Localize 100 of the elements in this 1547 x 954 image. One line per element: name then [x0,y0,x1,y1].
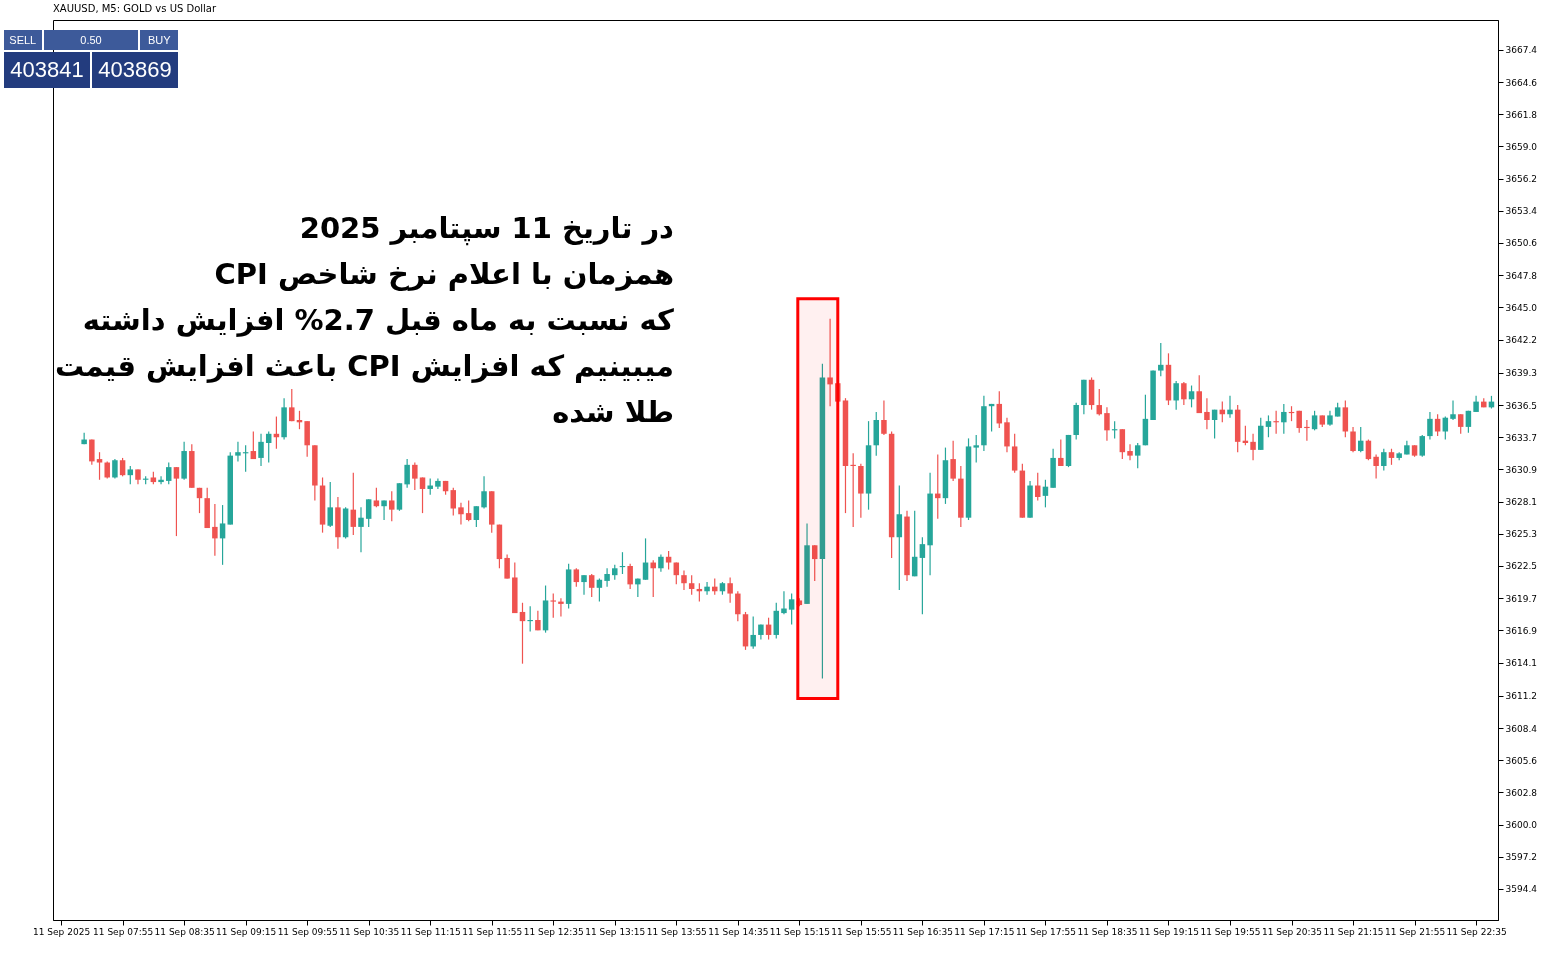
candlestick [558,597,564,618]
y-tick-label: 3653.4 [1505,206,1538,217]
candlestick [504,553,510,580]
candlestick [389,490,395,522]
x-tick-label: 11 Sep 17:55 [1015,926,1076,937]
candlestick [1457,413,1464,435]
candlestick [750,615,756,650]
candlestick [158,475,164,485]
candlestick [1419,434,1425,458]
candlestick [881,399,887,436]
chart-title: XAUUSD, M5: GOLD vs US Dollar [53,3,217,14]
candlestick [1104,406,1110,442]
candlestick [735,590,741,622]
y-tick-label: 3619.7 [1505,593,1537,604]
candlestick [1227,395,1233,419]
y-tick-label: 3611.2 [1505,691,1537,702]
candlestick [935,453,941,520]
candlestick [112,458,118,480]
y-tick-label: 3630.9 [1505,464,1538,475]
y-tick-label: 3633.7 [1505,432,1537,443]
y-tick-label: 3616.9 [1505,625,1538,636]
y-tick-label: 3661.8 [1505,109,1538,120]
x-tick-label: 11 Sep 18:35 [1077,926,1138,937]
candlestick [219,504,226,566]
candlestick [850,452,856,528]
candlestick [1173,380,1179,411]
x-tick-label: 11 Sep 2025 [33,926,91,937]
candlestick [358,506,364,553]
candlestick [1373,453,1379,480]
candlestick [1450,399,1456,421]
candlestick [1304,419,1310,442]
candlestick [1158,342,1164,377]
candlestick [404,458,410,489]
candlestick [119,457,126,477]
candlestick [412,461,418,491]
y-tick-label: 3600.0 [1505,820,1538,831]
y-tick-label: 3636.5 [1505,400,1537,411]
candlestick [896,484,903,591]
y-tick-label: 3656.2 [1505,174,1537,185]
candlestick [827,318,833,407]
x-tick-label: 11 Sep 17:15 [954,926,1015,937]
y-tick-label: 3625.3 [1505,529,1537,540]
candlestick [419,476,426,514]
candlestick [835,383,841,402]
y-tick-label: 3639.3 [1505,368,1537,379]
y-tick-label: 3608.4 [1505,723,1538,734]
candlestick [258,433,264,467]
candlestick [89,438,95,466]
x-tick-label: 11 Sep 19:55 [1200,926,1261,937]
x-tick-label: 11 Sep 11:55 [462,926,523,937]
x-tick-label: 11 Sep 15:55 [831,926,892,937]
x-tick-label: 11 Sep 15:15 [769,926,830,937]
y-tick-label: 3642.2 [1505,335,1537,346]
candlestick [665,550,672,571]
candlestick [1281,403,1287,435]
candlestick [96,451,103,481]
candlestick [381,499,387,521]
candlestick [704,581,710,596]
candlestick [473,505,480,528]
y-tick-label: 3614.1 [1505,658,1537,669]
y-tick-label: 3667.4 [1505,45,1538,56]
candlestick [1381,448,1387,472]
candlestick [1188,384,1195,408]
candlestick [327,481,333,528]
candlestick [688,574,695,596]
x-tick-label: 11 Sep 13:55 [646,926,707,937]
candlestick [1134,442,1141,469]
candlestick [165,461,172,485]
candlestick [596,578,603,603]
candlestick [1311,410,1318,431]
y-tick-label: 3659.0 [1505,141,1538,152]
x-tick-label: 11 Sep 13:15 [585,926,646,937]
candlestick [1427,411,1433,441]
candlestick [604,567,610,588]
candlestick [1196,374,1202,414]
candlestick [788,592,795,626]
candlestick [1119,428,1126,460]
annotation: 0.50 [43,30,139,50]
candlestick [973,434,979,464]
candlestick [1058,438,1064,467]
x-tick-label: 11 Sep 07:55 [93,926,154,937]
candlestick [1250,433,1256,461]
y-tick-label: 3622.5 [1505,561,1537,572]
x-tick-label: 11 Sep 16:35 [892,926,953,937]
annotation: در تاریخ 11 سپتامبر 2025 همزمان با اعلام نرخ شاخص CPI که نسبت به ماه قبل 2.7% افزایش داشته میبینیم که افزایش CPI باعث افزایش قیمت طلا شده [53,210,674,431]
candlestick [458,502,464,526]
candlestick [450,487,457,516]
candlestick [627,563,633,590]
x-tick-label: 11 Sep 22:35 [1446,926,1507,937]
candlestick [650,559,656,598]
x-tick-label: 11 Sep 12:35 [523,926,584,937]
text: SELL [9,34,37,46]
x-tick-label: 11 Sep 14:35 [708,926,769,937]
candlestick [235,441,241,462]
annotation: 403841 [10,57,84,82]
y-tick-label: 3605.6 [1505,755,1538,766]
y-tick-label: 3647.8 [1505,270,1538,281]
candlestick [127,465,134,485]
y-tick-label: 3594.4 [1505,884,1538,895]
x-tick-label: 11 Sep 21:15 [1323,926,1384,937]
